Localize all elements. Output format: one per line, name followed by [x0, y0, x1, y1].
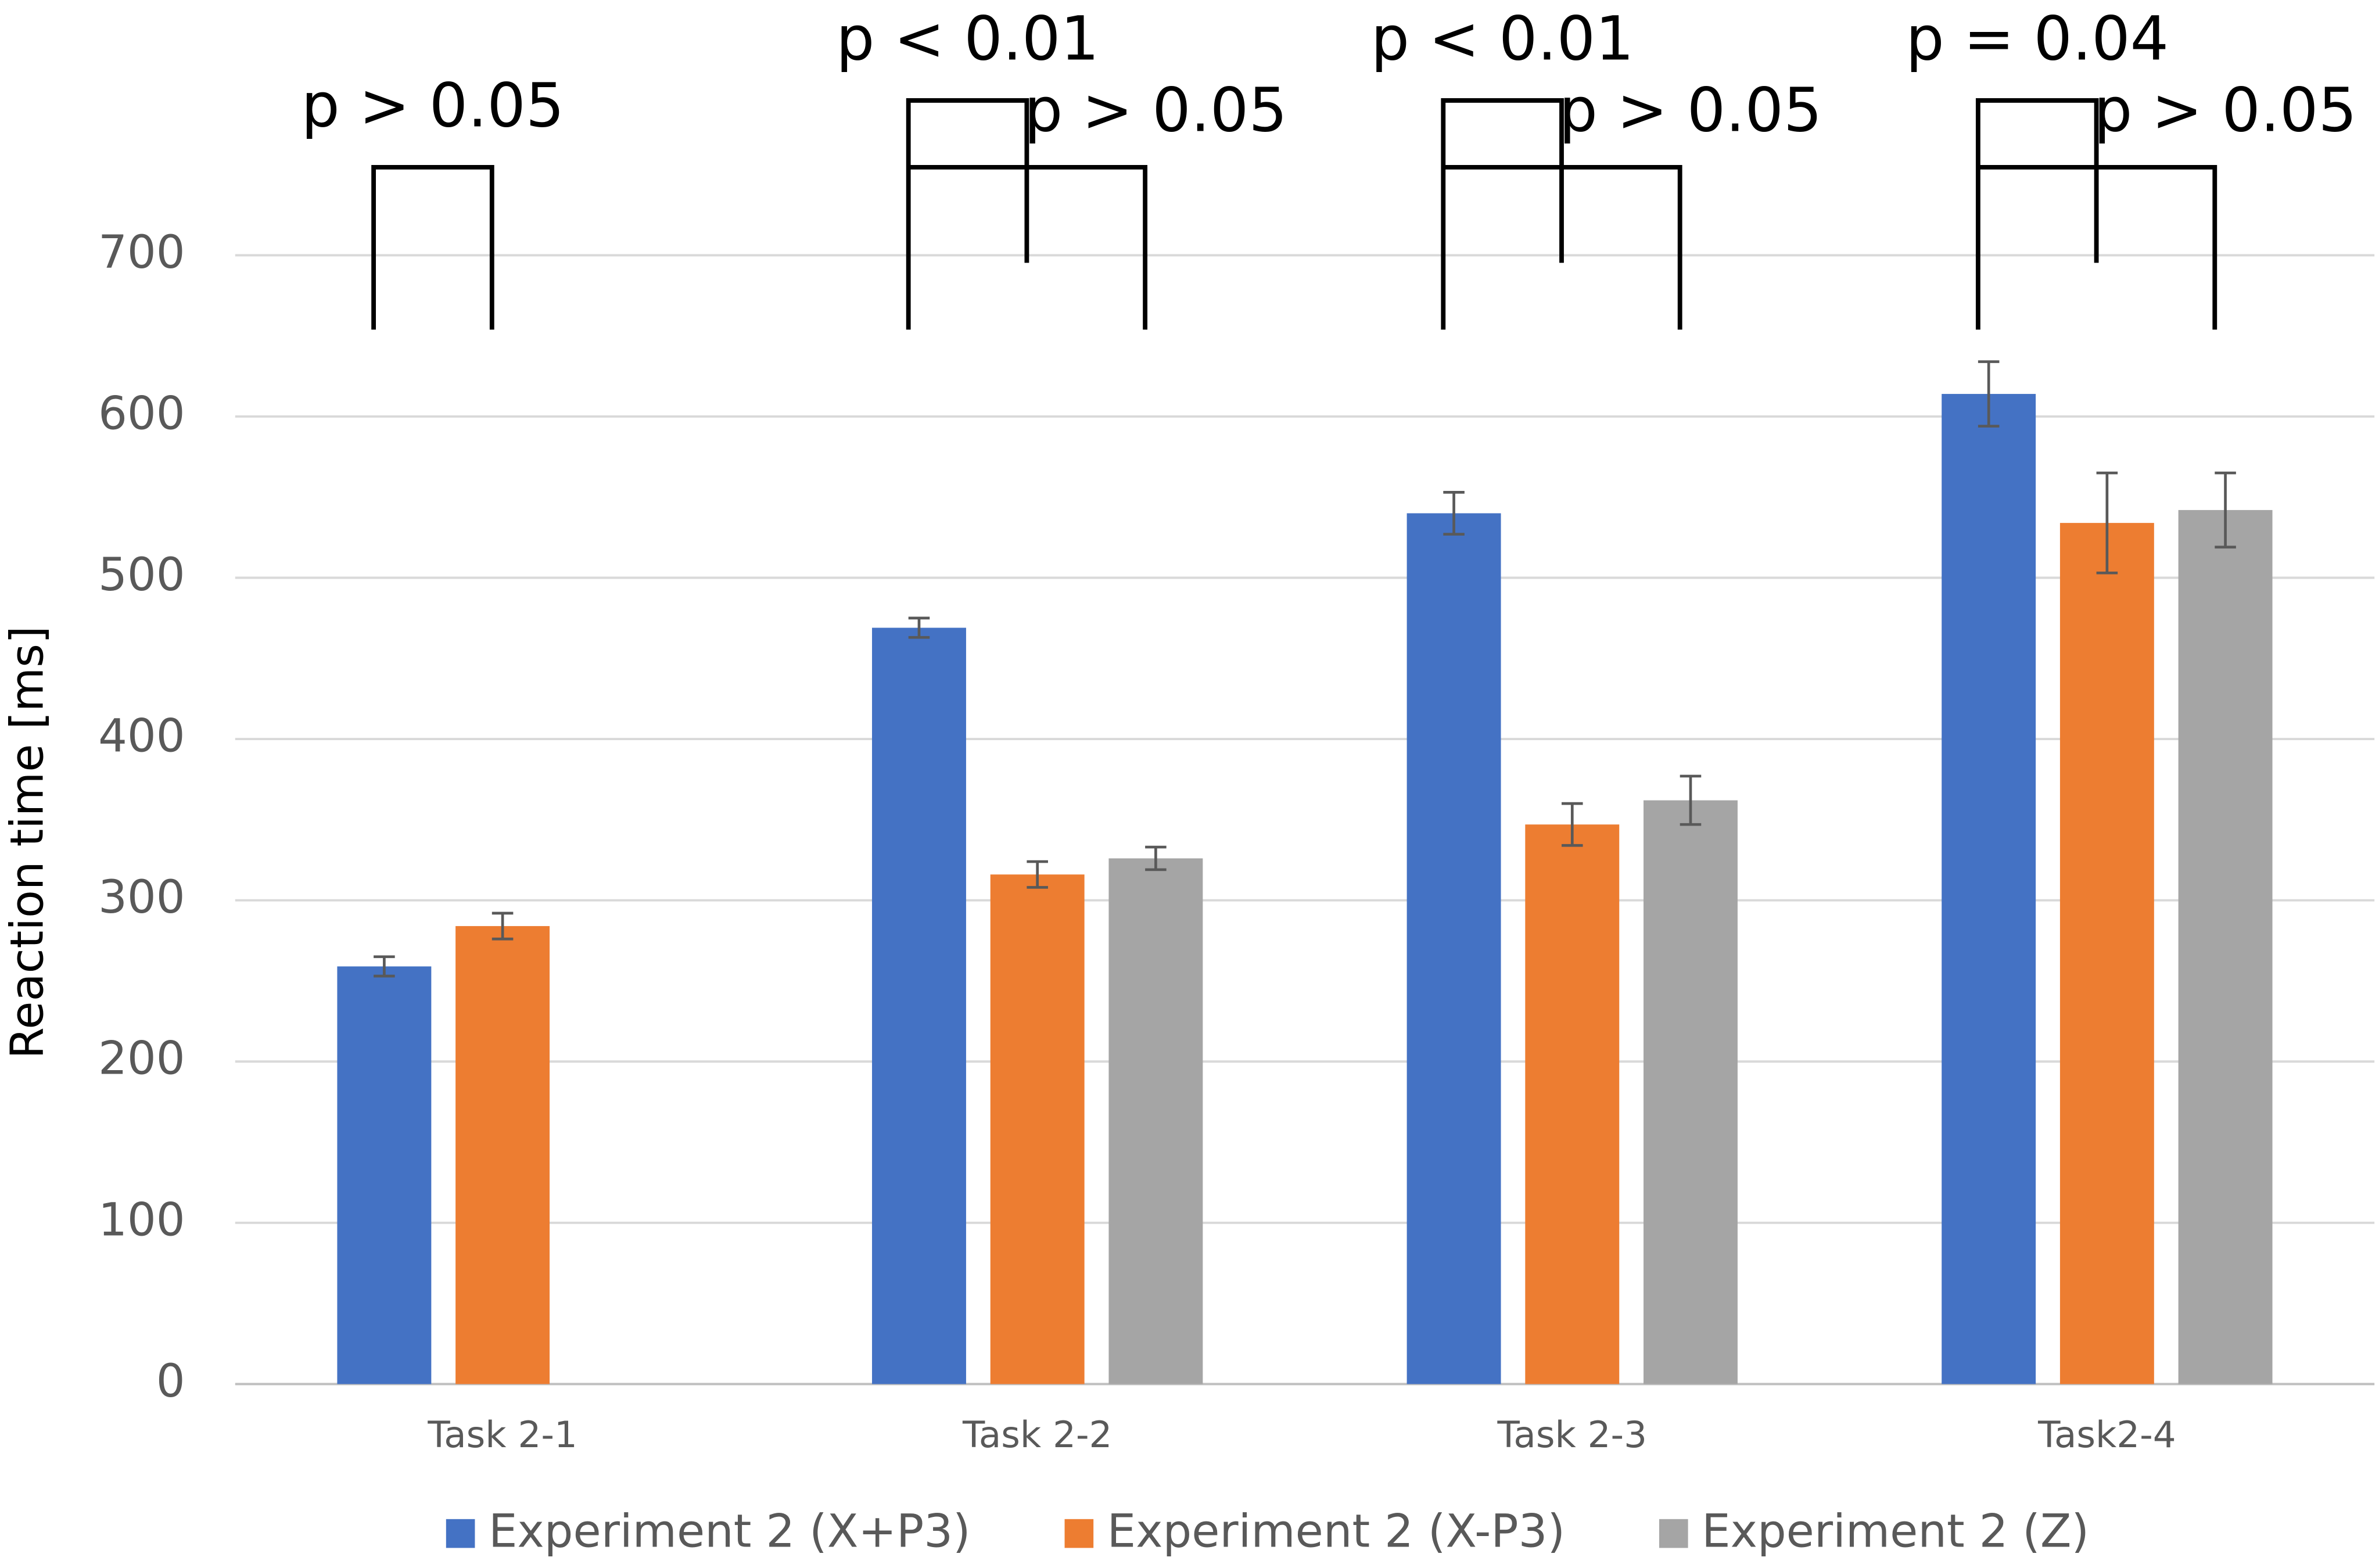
- legend-swatch: [1659, 1519, 1688, 1548]
- significance-label: p > 0.05: [2094, 74, 2357, 145]
- error-bar: [1443, 491, 1465, 536]
- bar: [872, 627, 966, 1384]
- y-tick-label: 500: [98, 548, 185, 601]
- significance-label: p > 0.05: [1559, 74, 1822, 145]
- error-bar: [2215, 471, 2236, 549]
- bar: [337, 966, 432, 1384]
- significance-bracket: [1975, 98, 2099, 330]
- error-bar: [908, 616, 930, 639]
- significance-bracket: [371, 164, 494, 330]
- legend-label: Experiment 2 (X+P3): [489, 1505, 971, 1558]
- x-tick-label: Task 2-1: [427, 1413, 577, 1456]
- significance-bracket: [906, 98, 1029, 330]
- legend-swatch: [446, 1519, 475, 1548]
- significance-bracket: [1443, 164, 1682, 330]
- y-tick-label: 100: [98, 1193, 185, 1246]
- y-tick-label: 600: [98, 387, 185, 440]
- bar: [1406, 513, 1501, 1384]
- y-tick-label: 200: [98, 1032, 185, 1085]
- error-bar: [2096, 471, 2118, 575]
- significance-label: p < 0.01: [836, 3, 1099, 74]
- x-tick-label: Task2-4: [2037, 1413, 2176, 1456]
- bar: [455, 926, 550, 1384]
- error-bar: [1027, 860, 1048, 889]
- legend-swatch: [1064, 1519, 1094, 1548]
- bar: [1525, 824, 1620, 1384]
- legend-label: Experiment 2 (X-P3): [1107, 1505, 1565, 1558]
- y-axis-title: Reaction time [ms]: [1, 626, 54, 1059]
- bar: [2178, 509, 2273, 1384]
- error-bar: [1145, 845, 1167, 871]
- bar: [1644, 800, 1738, 1384]
- bar: [990, 874, 1085, 1384]
- y-tick-label: 300: [98, 871, 185, 924]
- error-bar: [374, 955, 395, 978]
- error-bar: [1680, 774, 1702, 826]
- bar: [1942, 394, 2036, 1384]
- significance-bracket: [1978, 164, 2217, 330]
- legend-label: Experiment 2 (Z): [1702, 1505, 2089, 1558]
- significance-bracket: [908, 164, 1148, 330]
- significance-label: p = 0.04: [1906, 3, 2169, 74]
- significance-bracket: [1441, 98, 1564, 330]
- significance-label: p < 0.01: [1371, 3, 1634, 74]
- error-bar: [1561, 802, 1583, 847]
- y-tick-label: 400: [98, 710, 185, 763]
- x-tick-label: Task 2-3: [1497, 1413, 1647, 1456]
- bar: [1108, 858, 1203, 1384]
- error-bar: [1978, 360, 2000, 428]
- y-tick-label: 700: [98, 226, 185, 279]
- significance-label: p > 0.05: [302, 70, 565, 141]
- y-tick-label: 0: [156, 1355, 185, 1408]
- x-tick-label: Task 2-2: [962, 1413, 1112, 1456]
- error-bar: [491, 912, 514, 941]
- bar: [2059, 523, 2154, 1384]
- significance-label: p > 0.05: [1024, 74, 1287, 145]
